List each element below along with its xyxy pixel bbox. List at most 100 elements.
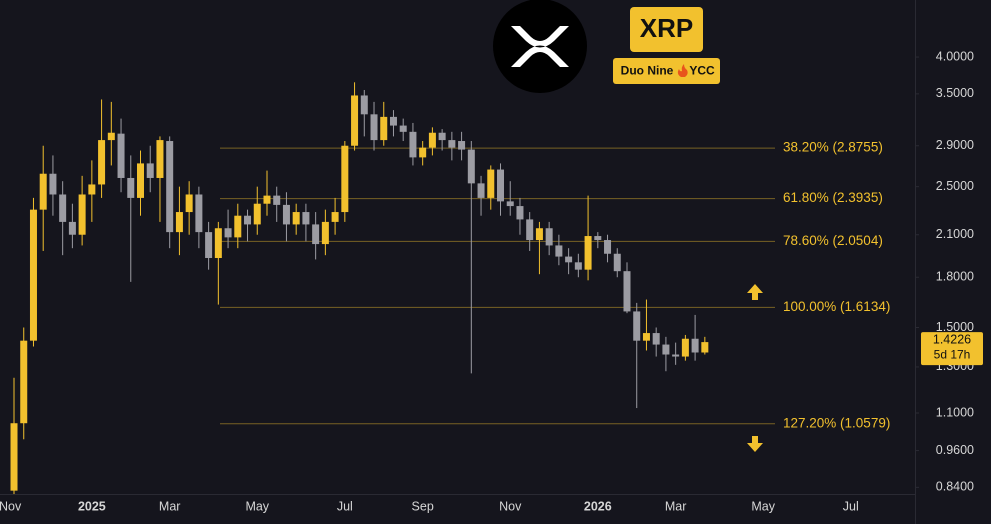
x-tick-label: Nov xyxy=(0,499,22,513)
candle-body xyxy=(312,224,320,245)
logo-mark xyxy=(511,26,569,67)
candle-body xyxy=(98,140,106,185)
x-tick-label: Jul xyxy=(843,499,859,513)
candle-body xyxy=(594,236,602,241)
candle-body xyxy=(565,256,573,263)
candle-body xyxy=(302,212,310,225)
candle-body xyxy=(380,116,388,141)
candle-body xyxy=(370,114,378,141)
x-tick-label: Mar xyxy=(665,499,687,513)
candle-body xyxy=(419,147,427,158)
candle-body xyxy=(662,344,670,355)
candle-body xyxy=(117,133,125,178)
candle-body xyxy=(253,203,261,225)
y-tick-label: 0.9600 xyxy=(936,443,974,457)
x-tick-label: Jul xyxy=(337,499,353,513)
candle-body xyxy=(623,271,631,312)
candle-body xyxy=(506,201,514,207)
candle-body xyxy=(574,262,582,270)
candle-body xyxy=(49,173,57,195)
candle-body xyxy=(78,194,86,235)
x-tick-label: Sep xyxy=(412,499,434,513)
candle-body xyxy=(613,253,621,272)
badge-icon xyxy=(677,64,688,77)
candle-body xyxy=(282,204,290,225)
y-tick-label: 2.5000 xyxy=(936,179,974,193)
arrow-up xyxy=(747,284,763,300)
candle-body xyxy=(604,240,612,254)
candle-body xyxy=(516,206,524,220)
fib-label: 78.60% (2.0504) xyxy=(783,233,883,248)
candle-body xyxy=(331,212,339,222)
fib-label: 127.20% (1.0579) xyxy=(783,415,890,430)
y-tick-label: 2.9000 xyxy=(936,138,974,152)
candle-body xyxy=(263,195,271,204)
logo-circle xyxy=(493,0,587,93)
candle-body xyxy=(545,228,553,246)
candle-body xyxy=(205,232,213,259)
candle-body xyxy=(244,215,252,225)
x-tick-label: Nov xyxy=(499,499,522,513)
candle-body xyxy=(448,140,456,148)
y-tick-label: 1.5000 xyxy=(936,320,974,334)
xrp-logo xyxy=(493,0,587,93)
candle-body xyxy=(642,333,650,341)
x-tick-label: May xyxy=(751,499,775,513)
candle-body xyxy=(477,183,485,198)
arrow-down xyxy=(747,436,763,452)
candle-body xyxy=(59,194,67,222)
x-tick-label: 2025 xyxy=(78,499,106,513)
title-box xyxy=(630,7,703,52)
y-tick-label: 1.1000 xyxy=(936,405,974,419)
candle-body xyxy=(224,228,232,238)
x-tick-label: 2026 xyxy=(584,499,612,513)
candle-body xyxy=(399,125,407,132)
fib-label: 100.00% (1.6134) xyxy=(783,299,890,314)
y-tick-label: 0.8400 xyxy=(936,480,974,494)
candle-body xyxy=(438,132,446,141)
candle-body xyxy=(88,184,96,195)
y-tick-label: 3.5000 xyxy=(936,86,974,100)
candle-body xyxy=(691,338,699,353)
candle-body xyxy=(652,333,660,345)
y-tick-label: 4.0000 xyxy=(936,49,974,63)
candle-body xyxy=(68,221,76,235)
fib-label: 38.20% (2.8755) xyxy=(783,140,883,155)
chart-title: XRP xyxy=(640,13,693,43)
candle-body xyxy=(701,342,709,353)
candle-body xyxy=(273,195,281,205)
price-tag-box xyxy=(921,332,983,366)
x-tick-label: May xyxy=(245,499,269,513)
candle-body xyxy=(409,131,417,158)
candle-body xyxy=(136,163,144,198)
x-tick-label: Mar xyxy=(159,499,181,513)
candle-body xyxy=(185,194,193,213)
price-tag-label: 1.4226 xyxy=(933,332,971,346)
candle-body xyxy=(107,132,115,141)
badge-box xyxy=(613,58,720,84)
candle-body xyxy=(681,338,689,357)
fib-label: 61.80% (2.3935) xyxy=(783,190,883,205)
candle-body xyxy=(351,95,359,146)
candle-body xyxy=(127,177,135,198)
candle-body xyxy=(10,423,18,491)
candle-body xyxy=(467,149,475,184)
candle-body xyxy=(214,228,222,259)
candle-body xyxy=(389,116,397,126)
candle-body xyxy=(555,245,563,257)
candle-body xyxy=(535,228,543,241)
candle-body xyxy=(195,194,203,233)
candle-body xyxy=(428,132,436,148)
candle-body xyxy=(672,354,680,357)
candle-body xyxy=(487,169,495,198)
candle-body xyxy=(146,163,154,178)
candle-body xyxy=(497,169,505,202)
candle-body xyxy=(458,141,466,150)
badge-right: YCC xyxy=(689,64,715,78)
candle-body xyxy=(360,95,368,115)
y-tick-label: 2.1000 xyxy=(936,227,974,241)
badge-left: Duo Nine xyxy=(621,64,674,78)
candle-body xyxy=(156,140,164,178)
candle-body xyxy=(20,340,28,424)
